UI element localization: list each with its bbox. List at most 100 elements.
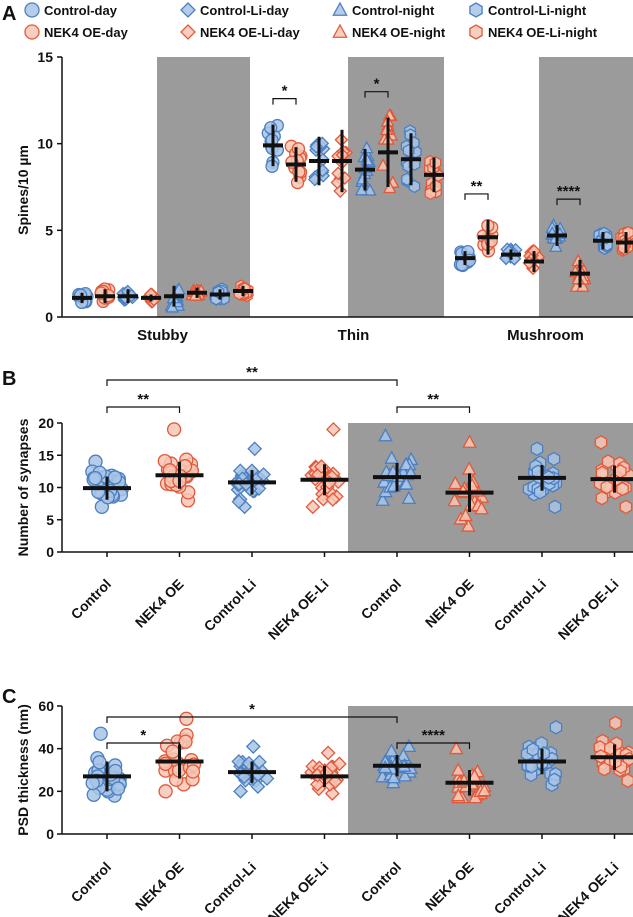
data-point (264, 121, 278, 135)
data-point (477, 782, 492, 797)
data-point (461, 518, 476, 532)
data-point (397, 768, 413, 782)
data-point (375, 492, 390, 506)
y-tick-label-c: 60 (38, 698, 54, 714)
data-point (609, 715, 622, 731)
data-point (547, 451, 561, 467)
panel-c-label: C (2, 686, 16, 708)
x-tick-label-c-2: Control-Li (201, 859, 260, 917)
legend-label-3: Control-Li-night (488, 3, 587, 18)
data-point (85, 775, 100, 791)
significance-bracket-a-2 (464, 193, 489, 200)
data-point (474, 500, 489, 515)
x-category-label-a-2: Mushroom (507, 327, 584, 344)
data-point (247, 441, 263, 457)
data-point (231, 494, 247, 510)
significance-bracket-b-1 (106, 379, 398, 386)
significance-bracket-c-1-label: * (249, 701, 255, 718)
y-axis-title-a: Spines/10 µm (15, 145, 31, 235)
significance-bracket-b-1-label: ** (246, 364, 258, 381)
x-tick-label-b-1: NEK4 OE (132, 576, 187, 631)
y-tick-label-a: 0 (45, 309, 53, 325)
data-point (450, 787, 466, 802)
legend-label-0: Control-day (44, 3, 118, 18)
y-tick-label-c: 0 (46, 826, 54, 842)
legend-marker-2 (332, 1, 348, 16)
y-tick-label-c: 20 (38, 783, 54, 799)
data-point (320, 745, 336, 761)
x-tick-label-b-4: Control (358, 576, 405, 623)
data-point (179, 711, 194, 726)
x-tick-label-c-5: NEK4 OE (422, 859, 477, 914)
legend-label-2: Control-night (352, 3, 435, 18)
significance-bracket-b-0 (106, 406, 181, 413)
legend-marker-4 (24, 24, 40, 40)
data-point (548, 499, 562, 515)
significance-bracket-a-0-label: * (282, 83, 288, 100)
data-point (110, 781, 126, 796)
data-point (178, 734, 193, 749)
data-point (616, 481, 629, 497)
data-point (158, 784, 173, 799)
data-point (533, 485, 547, 500)
x-tick-label-c-1: NEK4 OE (132, 859, 187, 914)
data-point (305, 499, 321, 515)
data-point (185, 764, 201, 779)
y-tick-label-c: 40 (38, 741, 54, 757)
data-point (172, 282, 186, 295)
legend-label-4: NEK4 OE-day (44, 25, 129, 40)
data-point (315, 491, 331, 507)
night-shade-a-0 (157, 57, 250, 317)
data-point (448, 475, 463, 490)
legend-marker-3 (469, 2, 483, 18)
data-point (250, 779, 266, 795)
data-point (601, 454, 615, 469)
legend-marker-7 (469, 24, 483, 40)
legend-label-5: NEK4 OE-Li-day (200, 25, 300, 40)
x-tick-label-b-7: NEK4 OE-Li (555, 576, 622, 643)
data-point (376, 474, 392, 488)
significance-bracket-b-0-label: ** (137, 391, 149, 408)
data-point (401, 738, 417, 753)
significance-bracket-b-2-label: ** (427, 391, 439, 408)
panel-b-synapses-chart: B 0 5 10 15 20 Number of synapses Control NEK4 … (2, 364, 633, 643)
data-point (448, 740, 464, 755)
data-point (158, 756, 173, 771)
data-point (233, 783, 248, 799)
data-point (614, 464, 627, 479)
x-tick-label-c-3: NEK4 OE-Li (265, 859, 332, 917)
data-point (537, 746, 550, 761)
data-point (252, 754, 267, 770)
data-point (384, 450, 399, 464)
x-tick-label-b-0: Control (68, 576, 115, 623)
data-point (447, 492, 462, 507)
data-point (107, 470, 123, 485)
x-category-label-a-1: Thin (338, 327, 370, 344)
significance-bracket-a-3 (556, 198, 581, 206)
y-tick-label-b: 10 (38, 480, 54, 496)
data-point (549, 720, 563, 735)
significance-bracket-c-1 (106, 716, 398, 723)
data-point (430, 179, 442, 194)
significance-bracket-c-2-label: **** (422, 727, 446, 744)
data-point (398, 456, 414, 471)
legend-label-1: Control-Li-day (200, 3, 290, 18)
data-point (548, 239, 563, 252)
y-tick-label-b: 15 (38, 447, 54, 463)
significance-bracket-c-2 (396, 742, 471, 749)
panel-b-label: B (2, 368, 16, 390)
data-point (92, 755, 107, 770)
data-point (165, 744, 180, 759)
x-tick-label-c-4: Control (358, 859, 405, 906)
legend-marker-0 (24, 2, 40, 18)
y-axis-title-c: PSD thickness (nm) (15, 704, 31, 835)
data-point (450, 762, 466, 776)
legend-marker-6 (332, 23, 348, 38)
data-point (530, 441, 544, 457)
data-point (165, 300, 180, 313)
legend-label-6: NEK4 OE-night (352, 25, 446, 40)
x-tick-label-b-3: NEK4 OE-Li (265, 576, 332, 643)
panel-c-psd-chart: C 0 20 40 60 PSD thickness (nm) Control NEK4 O… (2, 686, 633, 917)
